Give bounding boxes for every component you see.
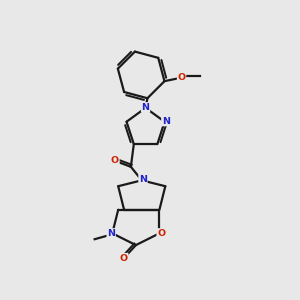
Text: N: N — [162, 117, 170, 126]
Text: O: O — [178, 73, 186, 82]
Text: O: O — [157, 229, 165, 238]
Text: N: N — [142, 103, 150, 112]
Text: O: O — [120, 254, 128, 262]
Text: O: O — [111, 156, 119, 165]
Text: N: N — [139, 175, 147, 184]
Text: N: N — [107, 229, 115, 238]
